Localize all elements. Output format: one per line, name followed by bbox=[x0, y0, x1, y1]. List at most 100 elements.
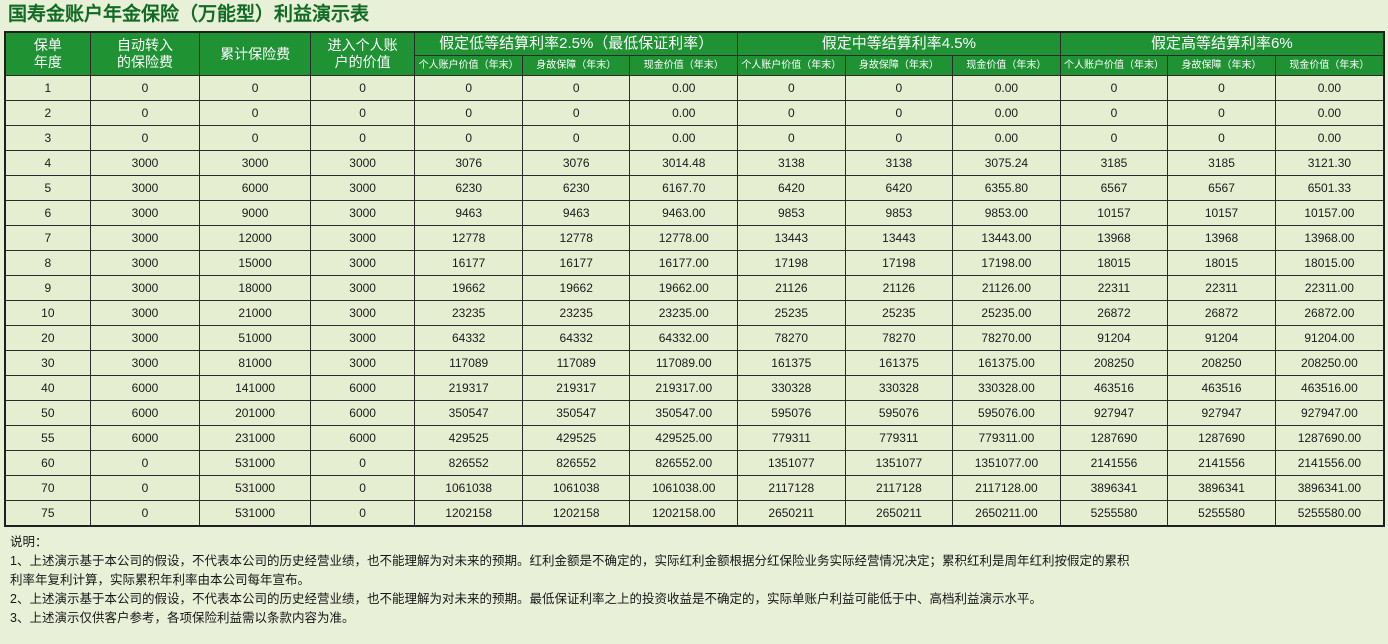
table-cell: 91204 bbox=[1167, 325, 1276, 351]
table-row: 8 3000 15000 3000 16177 16177 16177.00 17198 171… bbox=[4, 250, 1385, 276]
table-cell: 0 bbox=[89, 75, 201, 101]
cell-policy-year: 75 bbox=[4, 500, 91, 527]
table-cell: 0 bbox=[1167, 125, 1276, 151]
table-cell: 25235.00 bbox=[952, 300, 1061, 326]
table-row: 60 0 531000 0 826552 826552 826552.00 1351077 13… bbox=[4, 450, 1385, 476]
cell-policy-year: 3 bbox=[4, 125, 91, 151]
table-cell: 3000 bbox=[309, 225, 416, 251]
table-cell: 826552 bbox=[521, 450, 631, 476]
table-cell: 13443.00 bbox=[952, 225, 1061, 251]
table-cell: 23235.00 bbox=[629, 300, 739, 326]
header-auto-transfer-premium: 自动转入 的保险费 bbox=[89, 31, 201, 76]
table-cell: 6567 bbox=[1167, 175, 1276, 201]
table-cell: 6230 bbox=[414, 175, 523, 201]
table-cell: 23235 bbox=[521, 300, 631, 326]
table-cell: 3000 bbox=[89, 325, 201, 351]
table-cell: 19662 bbox=[521, 275, 631, 301]
table-cell: 21126 bbox=[737, 275, 846, 301]
subheader-low-cash-value: 现金价值（年末） bbox=[629, 55, 739, 76]
table-cell: 3121.30 bbox=[1274, 150, 1385, 176]
table-cell: 531000 bbox=[199, 475, 311, 501]
header-cumulative-premium-line1: 累计保险费 bbox=[220, 45, 291, 62]
table-cell: 25235 bbox=[737, 300, 846, 326]
table-cell: 927947 bbox=[1059, 400, 1169, 426]
table-cell: 10157.00 bbox=[1274, 200, 1385, 226]
table-cell: 3000 bbox=[309, 175, 416, 201]
table-cell: 6000 bbox=[309, 375, 416, 401]
table-cell: 0 bbox=[1059, 75, 1169, 101]
group-header-high-rate: 假定高等结算利率6% bbox=[1059, 31, 1385, 56]
subheader-low-death-benefit: 身故保障（年末） bbox=[521, 55, 631, 76]
table-row: 9 3000 18000 3000 19662 19662 19662.00 21126 211… bbox=[4, 275, 1385, 301]
table-cell: 3896341 bbox=[1059, 475, 1169, 501]
table-cell: 350547 bbox=[521, 400, 631, 426]
table-cell: 1351077 bbox=[844, 450, 954, 476]
table-cell: 463516 bbox=[1059, 375, 1169, 401]
table-cell: 0.00 bbox=[1274, 100, 1385, 126]
table-cell: 0 bbox=[844, 125, 954, 151]
table-cell: 2141556 bbox=[1167, 450, 1276, 476]
table-cell: 18015 bbox=[1059, 250, 1169, 276]
note-item-3: 3、上述演示仅供客户参考，各项保险利益需以条款内容为准。 bbox=[10, 611, 355, 625]
table-cell: 9853.00 bbox=[952, 200, 1061, 226]
table-cell: 3000 bbox=[89, 250, 201, 276]
notes-heading: 说明： bbox=[10, 535, 48, 549]
table-cell: 208250 bbox=[1167, 350, 1276, 376]
table-cell: 2117128 bbox=[737, 475, 846, 501]
group-header-mid-rate: 假定中等结算利率4.5% bbox=[737, 31, 1061, 56]
table-cell: 5255580 bbox=[1167, 500, 1276, 527]
cell-policy-year: 55 bbox=[4, 425, 91, 451]
table-row: 40 6000 141000 6000 219317 219317 219317.00 330… bbox=[4, 375, 1385, 401]
note-item-1-continued: 利率年复利计算，实际累积年利率由本公司每年宣布。 bbox=[10, 573, 311, 587]
table-cell: 6000 bbox=[199, 175, 311, 201]
notes-section: 说明： 1、上述演示基于本公司的假设，不代表本公司的历史经营业绩，也不能理解为对… bbox=[0, 527, 1388, 628]
table-row: 10 3000 21000 3000 23235 23235 23235.00 25235 25… bbox=[4, 300, 1385, 326]
table-cell: 0 bbox=[309, 475, 416, 501]
table-cell: 3000 bbox=[89, 175, 201, 201]
table-cell: 330328 bbox=[844, 375, 954, 401]
table-cell: 0 bbox=[521, 125, 631, 151]
table-cell: 219317 bbox=[521, 375, 631, 401]
table-cell: 0.00 bbox=[952, 100, 1061, 126]
table-cell: 81000 bbox=[199, 350, 311, 376]
table-cell: 3000 bbox=[309, 200, 416, 226]
table-row: 4 3000 3000 3000 3076 3076 3014.48 3138 3138 3075… bbox=[4, 150, 1385, 176]
table-row: 7 3000 12000 3000 12778 12778 12778.00 13443 134… bbox=[4, 225, 1385, 251]
table-cell: 3896341.00 bbox=[1274, 475, 1385, 501]
table-cell: 5255580.00 bbox=[1274, 500, 1385, 527]
table-cell: 26872 bbox=[1167, 300, 1276, 326]
table-cell: 0 bbox=[521, 100, 631, 126]
table-cell: 117089 bbox=[521, 350, 631, 376]
table-cell: 3185 bbox=[1059, 150, 1169, 176]
table-cell: 0 bbox=[89, 100, 201, 126]
header-value-into-account: 进入个人账 户的价值 bbox=[309, 31, 416, 76]
table-cell: 5255580 bbox=[1059, 500, 1169, 527]
table-row: 20 3000 51000 3000 64332 64332 64332.00 78270 78… bbox=[4, 325, 1385, 351]
cell-policy-year: 1 bbox=[4, 75, 91, 101]
table-cell: 21126 bbox=[844, 275, 954, 301]
cell-policy-year: 8 bbox=[4, 250, 91, 276]
table-cell: 6501.33 bbox=[1274, 175, 1385, 201]
table-cell: 2650211 bbox=[844, 500, 954, 527]
table-cell: 0.00 bbox=[629, 75, 739, 101]
table-cell: 927947.00 bbox=[1274, 400, 1385, 426]
cell-policy-year: 9 bbox=[4, 275, 91, 301]
table-cell: 0.00 bbox=[629, 125, 739, 151]
cell-policy-year: 40 bbox=[4, 375, 91, 401]
table-cell: 18015.00 bbox=[1274, 250, 1385, 276]
table-cell: 18000 bbox=[199, 275, 311, 301]
table-cell: 6355.80 bbox=[952, 175, 1061, 201]
table-cell: 0 bbox=[89, 125, 201, 151]
table-cell: 78270.00 bbox=[952, 325, 1061, 351]
table-cell: 12778.00 bbox=[629, 225, 739, 251]
table-cell: 3000 bbox=[89, 200, 201, 226]
table-cell: 1061038.00 bbox=[629, 475, 739, 501]
table-cell: 0 bbox=[1059, 100, 1169, 126]
table-cell: 16177 bbox=[521, 250, 631, 276]
table-cell: 1061038 bbox=[414, 475, 523, 501]
table-cell: 0.00 bbox=[952, 75, 1061, 101]
table-row: 6 3000 9000 3000 9463 9463 9463.00 9853 9853 9853… bbox=[4, 200, 1385, 226]
table-cell: 595076 bbox=[737, 400, 846, 426]
table-cell: 10157 bbox=[1167, 200, 1276, 226]
table-cell: 18015 bbox=[1167, 250, 1276, 276]
